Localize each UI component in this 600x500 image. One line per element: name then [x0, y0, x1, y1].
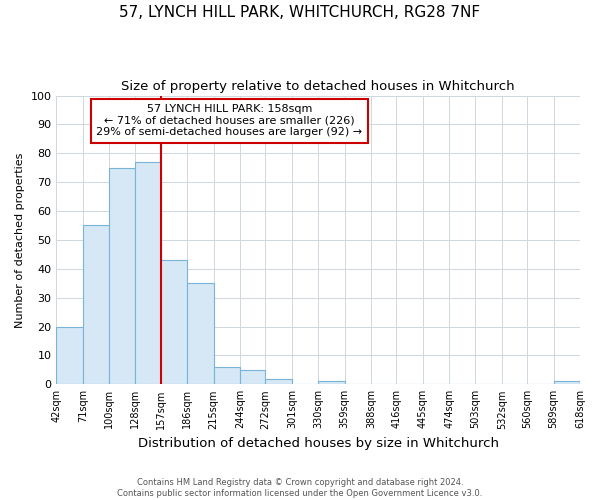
Y-axis label: Number of detached properties: Number of detached properties: [15, 152, 25, 328]
Bar: [318, 382, 344, 384]
Bar: [265, 378, 292, 384]
Bar: [56, 326, 83, 384]
Bar: [161, 260, 187, 384]
Title: Size of property relative to detached houses in Whitchurch: Size of property relative to detached ho…: [121, 80, 515, 93]
Text: Contains HM Land Registry data © Crown copyright and database right 2024.
Contai: Contains HM Land Registry data © Crown c…: [118, 478, 482, 498]
Bar: [580, 382, 600, 384]
Bar: [187, 283, 214, 384]
Bar: [83, 226, 109, 384]
Text: 57, LYNCH HILL PARK, WHITCHURCH, RG28 7NF: 57, LYNCH HILL PARK, WHITCHURCH, RG28 7N…: [119, 5, 481, 20]
X-axis label: Distribution of detached houses by size in Whitchurch: Distribution of detached houses by size …: [138, 437, 499, 450]
Bar: [214, 367, 240, 384]
Text: 57 LYNCH HILL PARK: 158sqm
← 71% of detached houses are smaller (226)
29% of sem: 57 LYNCH HILL PARK: 158sqm ← 71% of deta…: [96, 104, 362, 138]
Bar: [240, 370, 265, 384]
Bar: [109, 168, 134, 384]
Bar: [554, 382, 580, 384]
Bar: [134, 162, 161, 384]
